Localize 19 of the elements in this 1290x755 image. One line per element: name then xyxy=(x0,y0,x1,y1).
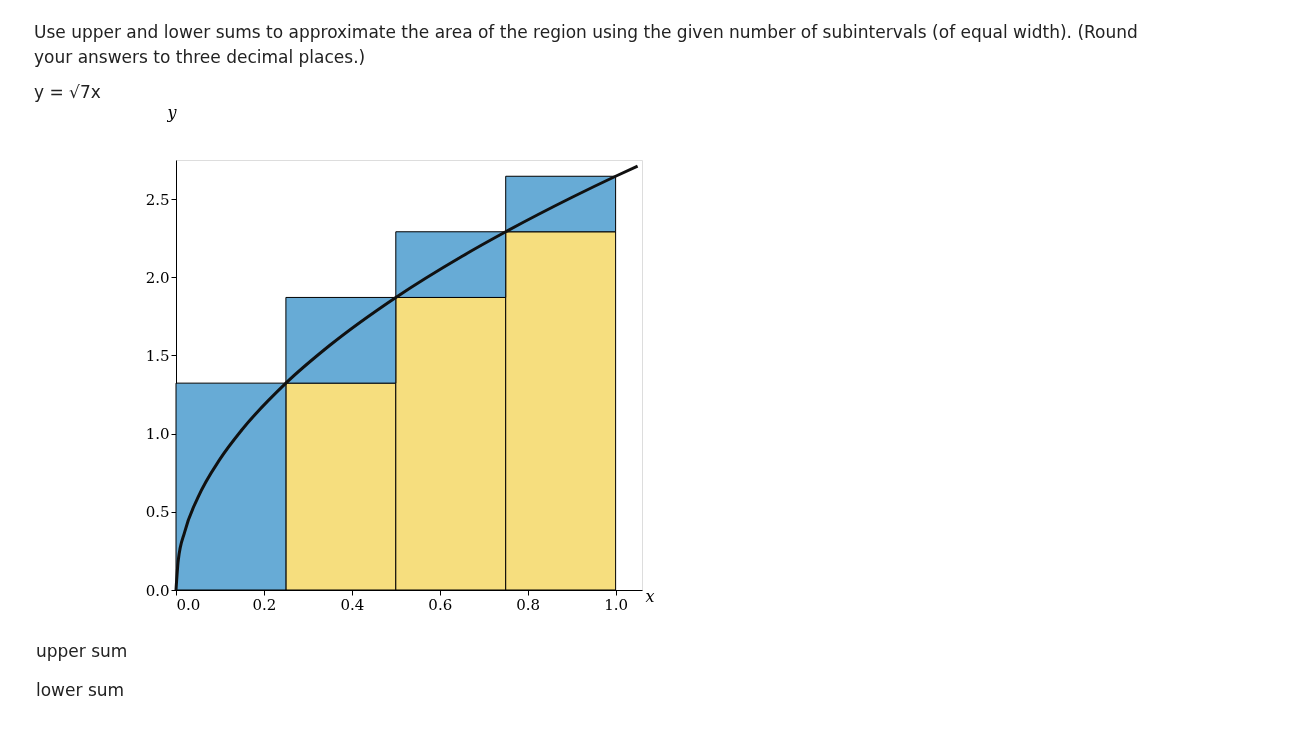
x-tick-label: 1.0 xyxy=(604,595,629,614)
x-axis-title: x xyxy=(645,586,655,606)
chart-subtitle: y = √7x xyxy=(34,82,101,102)
y-tick-label: 2.5 xyxy=(145,190,170,209)
x-tick-label: 0.0 xyxy=(176,595,201,614)
y-tick-label: 1.0 xyxy=(145,425,170,444)
x-tick-label: 0.2 xyxy=(252,595,277,614)
x-tick-label: 0.4 xyxy=(340,595,365,614)
y-tick-label: 0.5 xyxy=(145,503,170,522)
y-axis-title: y xyxy=(166,102,178,122)
text: upper sum xyxy=(36,641,128,661)
x-tick-label: 0.8 xyxy=(516,595,541,614)
y-tick-label: 1.5 xyxy=(145,346,170,365)
chart-title: Use upper and lower sums to approximate the area of the region using the given number of subintervals (of equal width). (Round your answers to three decimal places.) xyxy=(34,22,1138,67)
text: lower sum xyxy=(36,680,125,700)
x-tick-label: 0.6 xyxy=(428,595,453,614)
y-tick-label: 2.0 xyxy=(145,268,170,287)
line-series xyxy=(174,164,640,592)
y-tick-label: 0.0 xyxy=(145,581,170,600)
